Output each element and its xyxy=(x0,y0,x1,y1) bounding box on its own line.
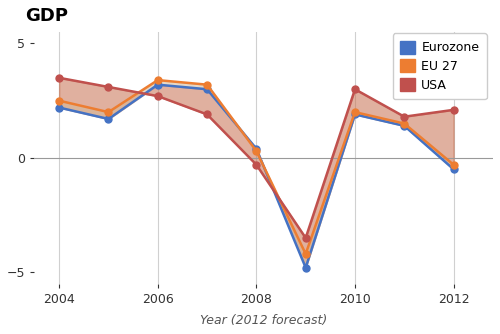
EU 27 xyxy=(56,99,62,103)
USA xyxy=(302,236,308,240)
Eurozone xyxy=(154,83,160,87)
USA xyxy=(254,163,260,167)
Eurozone xyxy=(302,266,308,270)
EU 27 xyxy=(204,83,210,87)
Eurozone xyxy=(352,113,358,117)
Line: EU 27: EU 27 xyxy=(56,76,457,258)
EU 27 xyxy=(154,78,160,82)
USA xyxy=(106,85,112,89)
EU 27 xyxy=(106,110,112,114)
Eurozone xyxy=(450,167,456,171)
USA xyxy=(352,87,358,91)
Eurozone xyxy=(106,117,112,121)
Line: USA: USA xyxy=(56,74,457,241)
USA xyxy=(56,76,62,80)
Line: Eurozone: Eurozone xyxy=(56,81,457,271)
Text: GDP: GDP xyxy=(26,7,68,25)
Eurozone xyxy=(402,124,407,128)
USA xyxy=(204,113,210,117)
Eurozone xyxy=(204,87,210,91)
Legend: Eurozone, EU 27, USA: Eurozone, EU 27, USA xyxy=(392,33,487,99)
EU 27 xyxy=(302,252,308,256)
USA xyxy=(450,108,456,112)
USA xyxy=(402,115,407,119)
Eurozone xyxy=(56,106,62,110)
EU 27 xyxy=(352,110,358,114)
EU 27 xyxy=(254,149,260,153)
X-axis label: Year (2012 forecast): Year (2012 forecast) xyxy=(200,314,328,327)
EU 27 xyxy=(402,122,407,126)
USA xyxy=(154,94,160,98)
Eurozone xyxy=(254,147,260,151)
EU 27 xyxy=(450,163,456,167)
